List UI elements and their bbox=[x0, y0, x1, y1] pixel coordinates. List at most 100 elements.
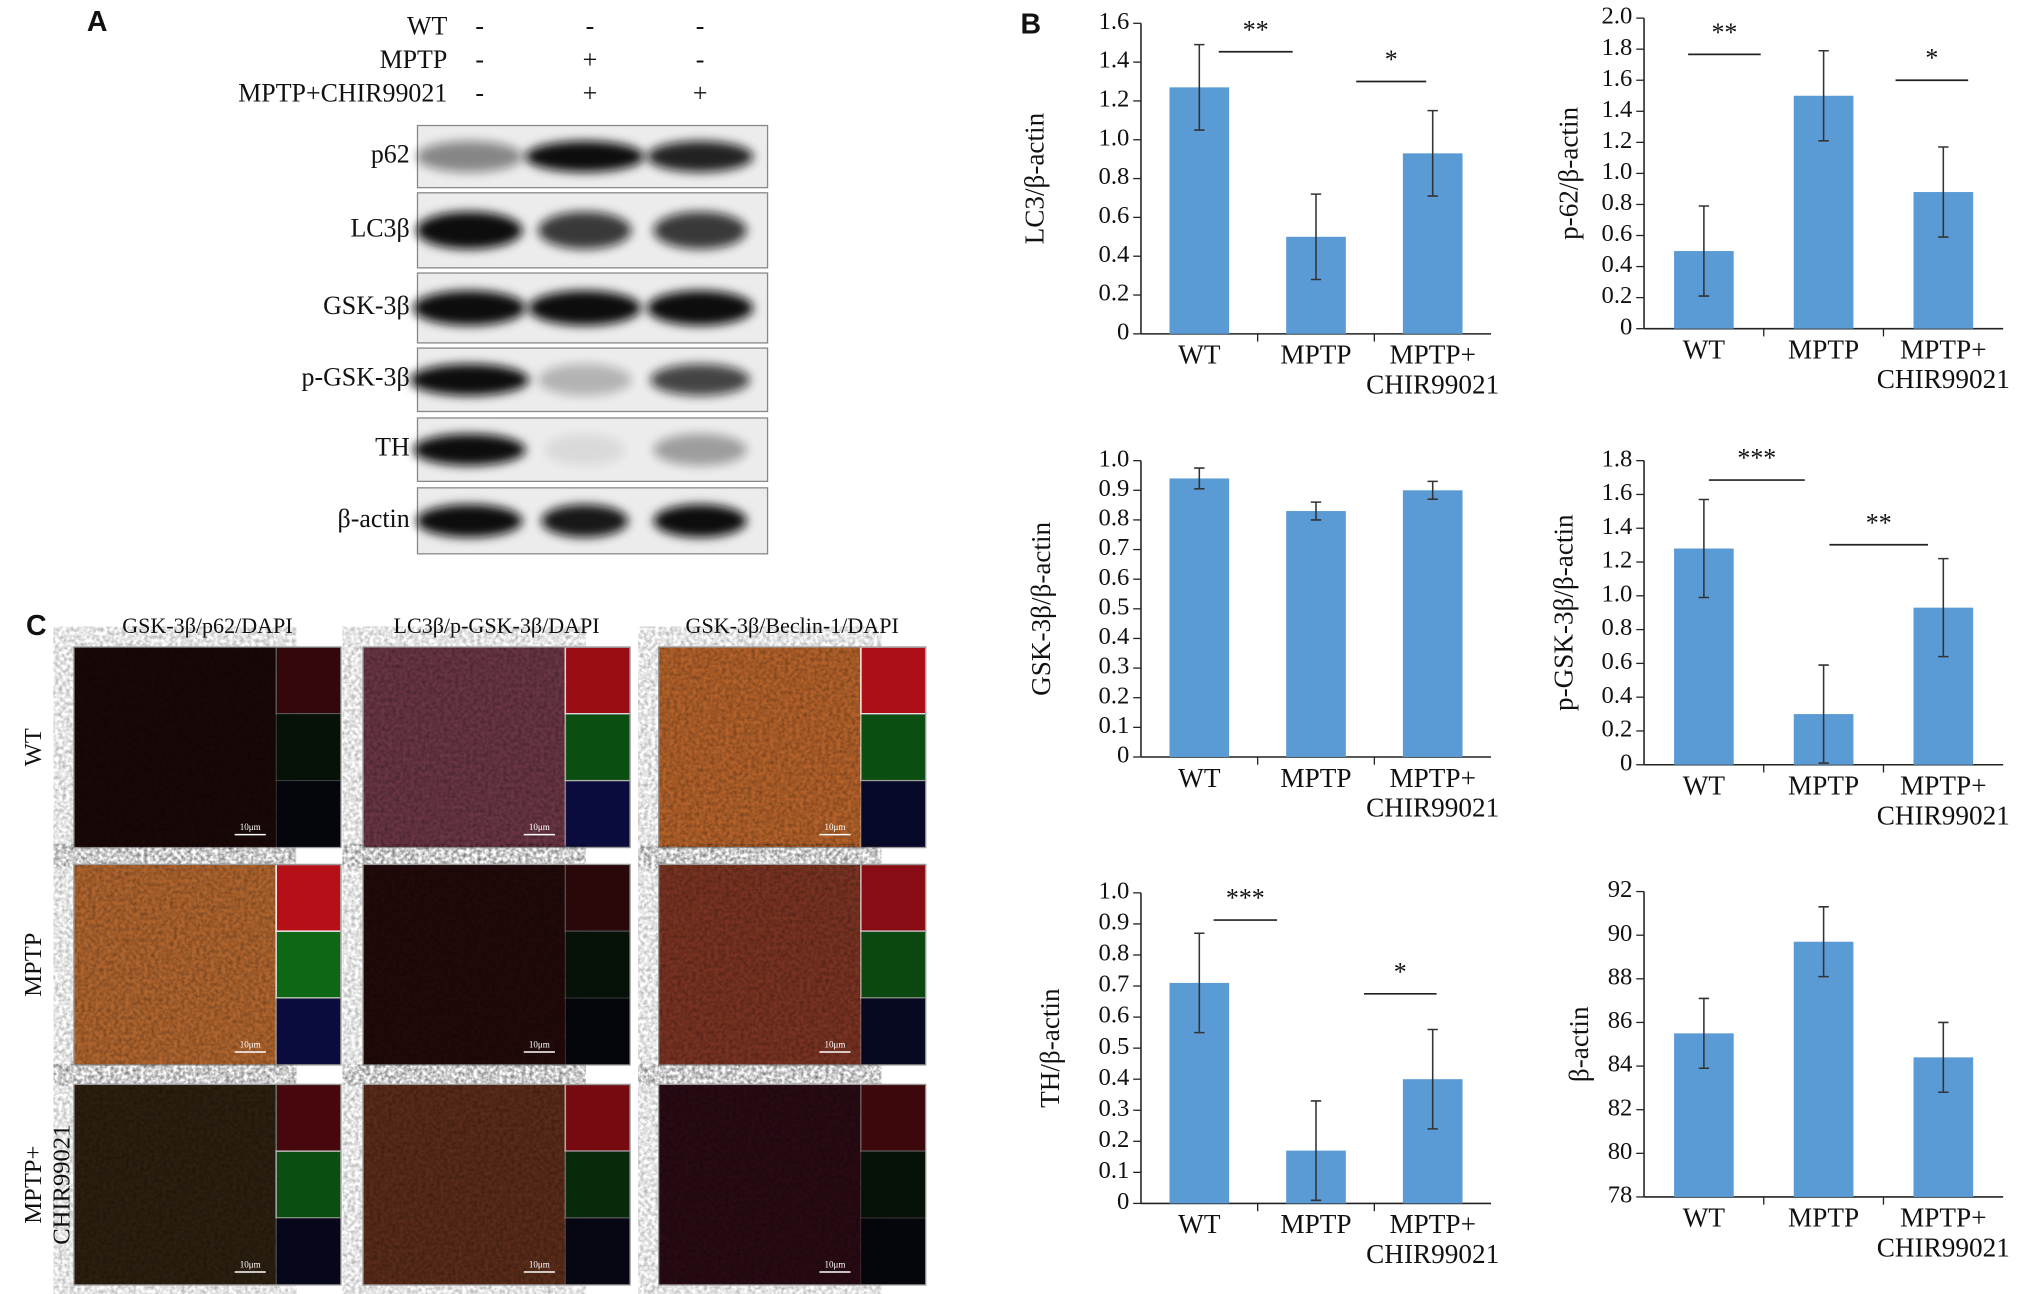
channel-inset bbox=[275, 930, 342, 999]
y-tick-label: 0.4 bbox=[1099, 1064, 1130, 1091]
y-tick-label: 0.4 bbox=[1602, 251, 1633, 278]
y-tick-label: 1.2 bbox=[1602, 547, 1633, 574]
y-axis-label: LC3/β-actin bbox=[1019, 112, 1049, 244]
significance-label: *** bbox=[1226, 884, 1265, 913]
panel-label: A bbox=[87, 6, 108, 38]
micrograph-border bbox=[73, 646, 342, 849]
x-tick-label-box: MPTP bbox=[1788, 335, 1859, 364]
x-tick-label-box: MPTP+ CHIR99021 bbox=[1876, 1203, 2010, 1263]
micrograph-texture bbox=[658, 647, 861, 848]
blot-band bbox=[528, 290, 642, 326]
channel-bg bbox=[565, 864, 631, 932]
blot-band bbox=[541, 504, 629, 538]
x-tick-label: MPTP bbox=[1280, 1209, 1352, 1240]
channel-bg bbox=[276, 998, 341, 1065]
row-label: MPTP bbox=[19, 932, 47, 997]
column-title: GSK-3β/Beclin-1/DAPI bbox=[685, 613, 899, 638]
channel-inset bbox=[275, 1150, 342, 1219]
y-tick-label: 0 bbox=[1620, 749, 1632, 776]
condition-label: MPTP+CHIR99021 bbox=[238, 79, 447, 108]
y-tick-label: 0.2 bbox=[1602, 716, 1633, 743]
band-label: p-GSK-3β bbox=[301, 363, 409, 392]
x-tick-label: MPTP bbox=[1788, 1203, 1860, 1234]
channel-bg bbox=[860, 1084, 926, 1152]
x-tick-label: MPTP+ CHIR99021 bbox=[1876, 1203, 2010, 1263]
y-tick-label: 0.2 bbox=[1099, 682, 1130, 709]
micrograph-texture bbox=[73, 647, 277, 848]
bar bbox=[1793, 941, 1854, 1197]
x-tick-label-box: WT bbox=[1178, 340, 1221, 371]
significance-label: ** bbox=[1711, 18, 1737, 47]
channel-bg bbox=[860, 780, 926, 848]
x-tick-label-box: WT bbox=[1683, 771, 1725, 800]
channel-inset bbox=[860, 997, 927, 1066]
x-tick-label: MPTP bbox=[1280, 340, 1352, 371]
channel-inset bbox=[860, 779, 927, 849]
x-tick-label: WT bbox=[1178, 763, 1221, 794]
error-bar bbox=[1938, 146, 1949, 238]
condition-sign: + bbox=[583, 79, 598, 108]
channel-inset bbox=[275, 646, 342, 715]
channel-inset bbox=[275, 1217, 342, 1286]
y-tick-label: 0.6 bbox=[1602, 220, 1633, 247]
x-tick-label-box: MPTP bbox=[1280, 340, 1352, 371]
micrograph-texture bbox=[73, 1084, 277, 1285]
scale-bar-label: 10μm bbox=[240, 1040, 261, 1050]
y-axis-label: GSK-3β/β-actin bbox=[1026, 521, 1056, 695]
y-tick-label: 0.6 bbox=[1099, 564, 1130, 591]
error-bar bbox=[1310, 1100, 1322, 1202]
blot-band bbox=[653, 504, 747, 538]
channel-bg bbox=[860, 1151, 926, 1219]
channel-bg bbox=[565, 780, 631, 848]
x-tick-label-box: MPTP bbox=[1280, 763, 1351, 792]
band-label: GSK-3β bbox=[323, 291, 410, 320]
y-tick-label: 78 bbox=[1608, 1182, 1633, 1209]
x-tick-label: WT bbox=[1178, 340, 1221, 371]
condition-sign: - bbox=[475, 45, 484, 74]
error-bar bbox=[1427, 109, 1438, 197]
condition-label: MPTP bbox=[380, 45, 448, 74]
y-tick-label: 0 bbox=[1117, 1188, 1129, 1215]
significance-label: ** bbox=[1866, 508, 1892, 537]
y-tick-label: 1.6 bbox=[1099, 8, 1130, 35]
channel-inset bbox=[564, 997, 631, 1066]
row-label: WT bbox=[19, 728, 47, 767]
y-tick-label: 0.4 bbox=[1099, 241, 1130, 268]
x-tick-label: WT bbox=[1178, 1209, 1221, 1240]
band-label: TH bbox=[375, 433, 410, 462]
x-tick-label: MPTP+ CHIR99021 bbox=[1876, 771, 2010, 831]
x-tick-label-box: MPTP+ CHIR99021 bbox=[1366, 1210, 1499, 1269]
scale-bar-label: 10μm bbox=[825, 822, 846, 832]
x-tick-label: WT bbox=[1682, 335, 1726, 365]
y-tick-label: 0.9 bbox=[1099, 909, 1130, 936]
y-tick-label: 1.2 bbox=[1602, 127, 1633, 154]
x-tick-label-box: WT bbox=[1178, 1209, 1221, 1240]
micrograph-texture bbox=[73, 864, 277, 1065]
channel-bg bbox=[276, 780, 341, 848]
column-title-box: GSK-3β/Beclin-1/DAPI bbox=[685, 613, 899, 638]
y-axis-label: TH/β-actin bbox=[1035, 988, 1065, 1108]
error-bar bbox=[1310, 193, 1322, 281]
channel-inset bbox=[860, 1083, 927, 1153]
error-bar bbox=[1698, 205, 1710, 297]
channel-inset bbox=[275, 779, 342, 849]
y-tick-label: 0.7 bbox=[1099, 971, 1130, 998]
error-bar bbox=[1310, 501, 1322, 521]
micrograph-border bbox=[658, 646, 927, 849]
x-tick-label: MPTP bbox=[1788, 771, 1860, 801]
y-tick-label: 1.4 bbox=[1602, 96, 1633, 123]
scale-bar-label: 10μm bbox=[529, 1040, 550, 1050]
condition-sign: - bbox=[475, 79, 484, 108]
scale-bar-label: 10μm bbox=[529, 1260, 550, 1270]
micrograph-border bbox=[658, 863, 927, 1066]
channel-bg bbox=[565, 1218, 631, 1285]
y-tick-label: 0.6 bbox=[1099, 1002, 1130, 1029]
y-tick-label: 1.6 bbox=[1602, 479, 1633, 506]
blot-band bbox=[412, 290, 526, 326]
error-bar bbox=[1194, 43, 1205, 131]
y-tick-label: 1.0 bbox=[1602, 580, 1633, 607]
micrograph-border bbox=[362, 863, 631, 1066]
y-tick-label: 1.4 bbox=[1099, 47, 1130, 74]
